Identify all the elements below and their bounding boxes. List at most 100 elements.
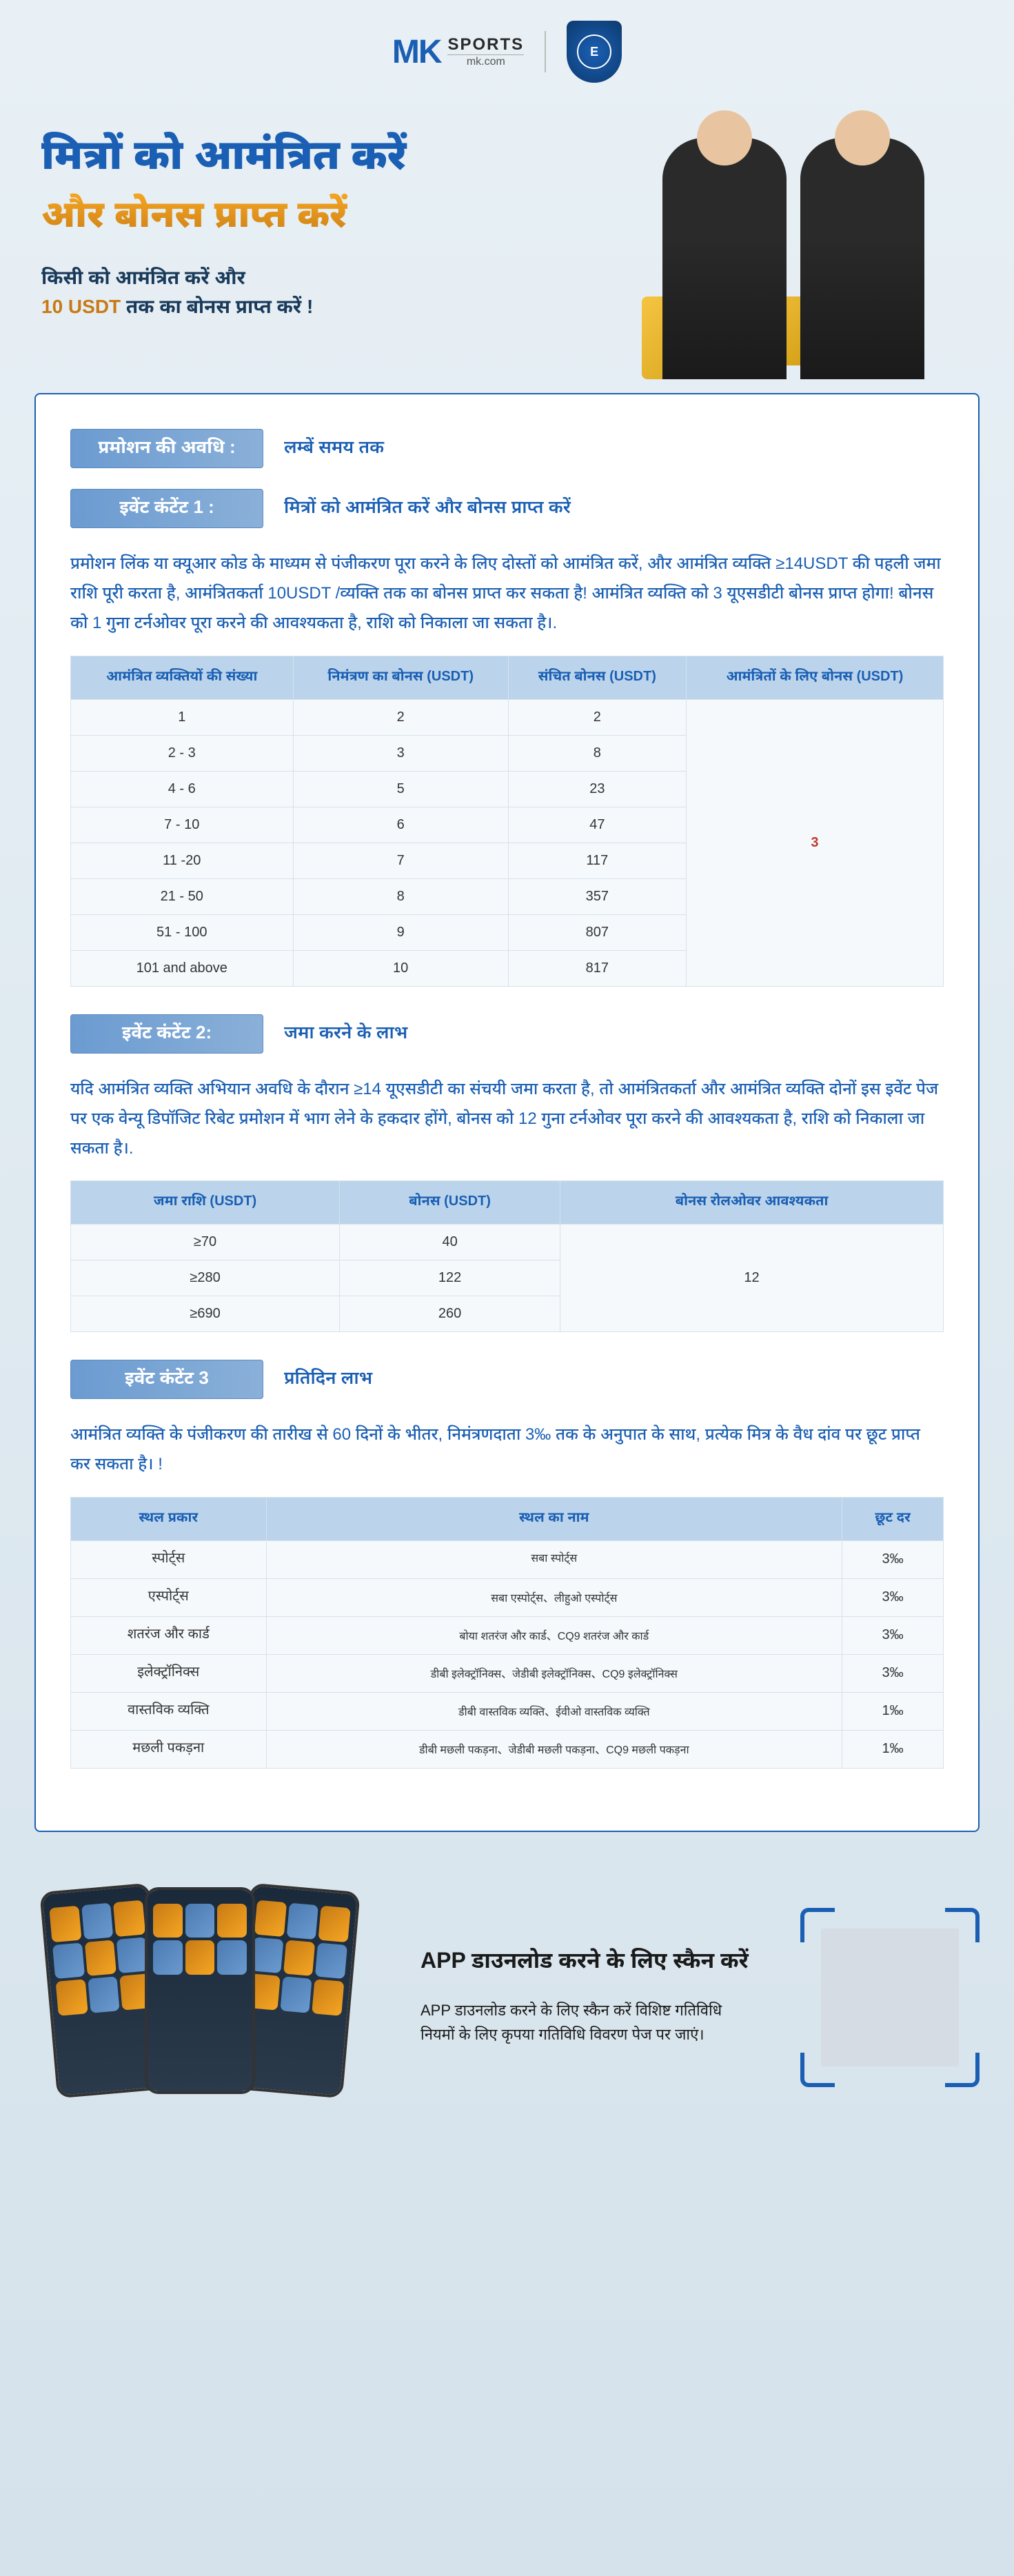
main-card: प्रमोशन की अवधि : लम्बें समय तक इवेंट कं… <box>34 393 980 1832</box>
empoli-badge[interactable]: E <box>567 21 622 83</box>
app-icon <box>315 1942 347 1979</box>
app-icon <box>283 1940 316 1976</box>
table-cell: 3 <box>293 735 508 771</box>
table-cell: 51 - 100 <box>71 914 294 950</box>
hero-highlight: 10 USDT <box>41 296 121 317</box>
table-cell: 11 -20 <box>71 843 294 878</box>
t1-h1: निमंत्रण का बोनस (USDT) <box>293 656 508 699</box>
hero-section: मित्रों को आमंत्रित करें और बोनस प्राप्त… <box>0 103 1014 379</box>
table-cell: 357 <box>508 878 686 914</box>
header-divider <box>545 31 546 72</box>
app-icon <box>217 1940 247 1975</box>
table-cell: इलेक्ट्रॉनिक्स <box>71 1654 267 1692</box>
app-icon <box>318 1905 351 1942</box>
t3-h0: स्थल प्रकार <box>71 1497 267 1540</box>
table-cell: 9 <box>293 914 508 950</box>
app-icon <box>153 1940 183 1975</box>
period-label: प्रमोशन की अवधि : <box>70 429 263 468</box>
deposit-bonus-table: जमा राशि (USDT) बोनस (USDT) बोनस रोलओवर … <box>70 1180 944 1332</box>
table-cell: ≥70 <box>71 1225 340 1260</box>
table-cell: 47 <box>508 807 686 843</box>
app-icon <box>56 1979 88 2015</box>
table-cell: 117 <box>508 843 686 878</box>
table-cell: 807 <box>508 914 686 950</box>
table-cell: 10 <box>293 950 508 986</box>
logo-domain-text: mk.com <box>447 54 524 68</box>
table-cell: 8 <box>293 878 508 914</box>
table-cell: डीबी मछली पकड़ना、जेडीबी मछली पकड़ना、CQ9 … <box>266 1730 842 1768</box>
app-icon <box>217 1904 247 1938</box>
event2-label: इवेंट कंटेंट 2: <box>70 1014 263 1054</box>
app-icon <box>185 1904 215 1938</box>
qr-corner-icon <box>800 2053 835 2087</box>
logo-mk-text: MK <box>392 33 441 71</box>
table-cell: 3‰ <box>842 1616 944 1654</box>
qr-code-frame[interactable] <box>800 1908 980 2087</box>
table-cell: 1‰ <box>842 1730 944 1768</box>
table-cell: 3‰ <box>842 1578 944 1616</box>
badge-letter: E <box>577 34 611 69</box>
t2-h1: बोनस (USDT) <box>340 1181 560 1225</box>
table-cell: 5 <box>293 771 508 807</box>
table-cell: 2 <box>293 699 508 735</box>
app-icon <box>251 1936 283 1973</box>
table-cell: 260 <box>340 1296 560 1332</box>
app-icon <box>312 1979 345 2015</box>
table-cell: 1‰ <box>842 1692 944 1730</box>
table-cell: वास्तविक व्यक्ति <box>71 1692 267 1730</box>
invite-bonus-table: आमंत्रित व्यक्तियों की संख्या निमंत्रण क… <box>70 656 944 987</box>
phone-illustration <box>145 1887 255 2094</box>
app-icon <box>286 1902 318 1939</box>
table-row: इलेक्ट्रॉनिक्सडीबी इलेक्ट्रॉनिक्स、जेडीबी… <box>71 1654 944 1692</box>
table-cell: 23 <box>508 771 686 807</box>
qr-placeholder <box>821 1929 959 2066</box>
app-icon <box>116 1936 149 1973</box>
table-cell: एस्पोर्ट्स <box>71 1578 267 1616</box>
table-cell: 40 <box>340 1225 560 1260</box>
app-icon <box>49 1905 81 1942</box>
footer-title: APP डाउनलोड करने के लिए स्कैन करें <box>420 1948 759 1978</box>
table-cell: 4 - 6 <box>71 771 294 807</box>
table-cell: सबा स्पोर्ट्स <box>266 1540 842 1578</box>
phone-screen <box>148 1890 252 2091</box>
logo-sports-text: SPORTS <box>447 37 524 53</box>
table-cell: 2 <box>508 699 686 735</box>
app-icon <box>81 1902 114 1939</box>
qr-corner-icon <box>800 1908 835 1942</box>
merged-bonus-cell: 3 <box>686 699 943 986</box>
table-cell: 817 <box>508 950 686 986</box>
event3-label: इवेंट कंटेंट 3 <box>70 1360 263 1399</box>
t3-h2: छूट दर <box>842 1497 944 1540</box>
person-illustration <box>800 138 924 379</box>
table-cell: 7 - 10 <box>71 807 294 843</box>
table-row: स्पोर्ट्ससबा स्पोर्ट्स3‰ <box>71 1540 944 1578</box>
footer: APP डाउनलोड करने के लिए स्कैन करें APP ड… <box>0 1846 1014 2149</box>
event1-para: प्रमोशन लिंक या क्यूआर कोड के माध्यम से … <box>70 549 944 638</box>
event1-text: मित्रों को आमंत्रित करें और बोनस प्राप्त… <box>284 496 571 521</box>
logo-text-group: SPORTS mk.com <box>447 37 524 68</box>
qr-corner-icon <box>945 2053 980 2087</box>
promotion-period-row: प्रमोशन की अवधि : लम्बें समय तक <box>70 429 944 468</box>
footer-text: APP डाउनलोड करने के लिए स्कैन करें APP ड… <box>420 1948 759 2046</box>
event1-label: इवेंट कंटेंट 1 : <box>70 489 263 528</box>
phone-mockup <box>34 1887 379 2108</box>
table-cell: बोया शतरंज और कार्ड、CQ9 शतरंज और कार्ड <box>266 1616 842 1654</box>
table-cell: शतरंज और कार्ड <box>71 1616 267 1654</box>
logo[interactable]: MK SPORTS mk.com <box>392 33 524 71</box>
merged-rollover-cell: 12 <box>560 1225 944 1332</box>
hero-image <box>587 103 1000 379</box>
table-cell: 3‰ <box>842 1540 944 1578</box>
qr-corner-icon <box>945 1908 980 1942</box>
event3-row: इवेंट कंटेंट 3 प्रतिदिन लाभ <box>70 1360 944 1399</box>
table-cell: मछली पकड़ना <box>71 1730 267 1768</box>
t1-h2: संचित बोनस (USDT) <box>508 656 686 699</box>
app-icon <box>113 1900 145 1936</box>
table-cell: स्पोर्ट्स <box>71 1540 267 1578</box>
table-cell: डीबी वास्तविक व्यक्ति、ईवीओ वास्तविक व्यक… <box>266 1692 842 1730</box>
table-cell: 1 <box>71 699 294 735</box>
app-icon <box>153 1904 183 1938</box>
t3-h1: स्थल का नाम <box>266 1497 842 1540</box>
table-cell: 101 and above <box>71 950 294 986</box>
table-row: मछली पकड़नाडीबी मछली पकड़ना、जेडीबी मछली … <box>71 1730 944 1768</box>
table-cell: 122 <box>340 1260 560 1296</box>
